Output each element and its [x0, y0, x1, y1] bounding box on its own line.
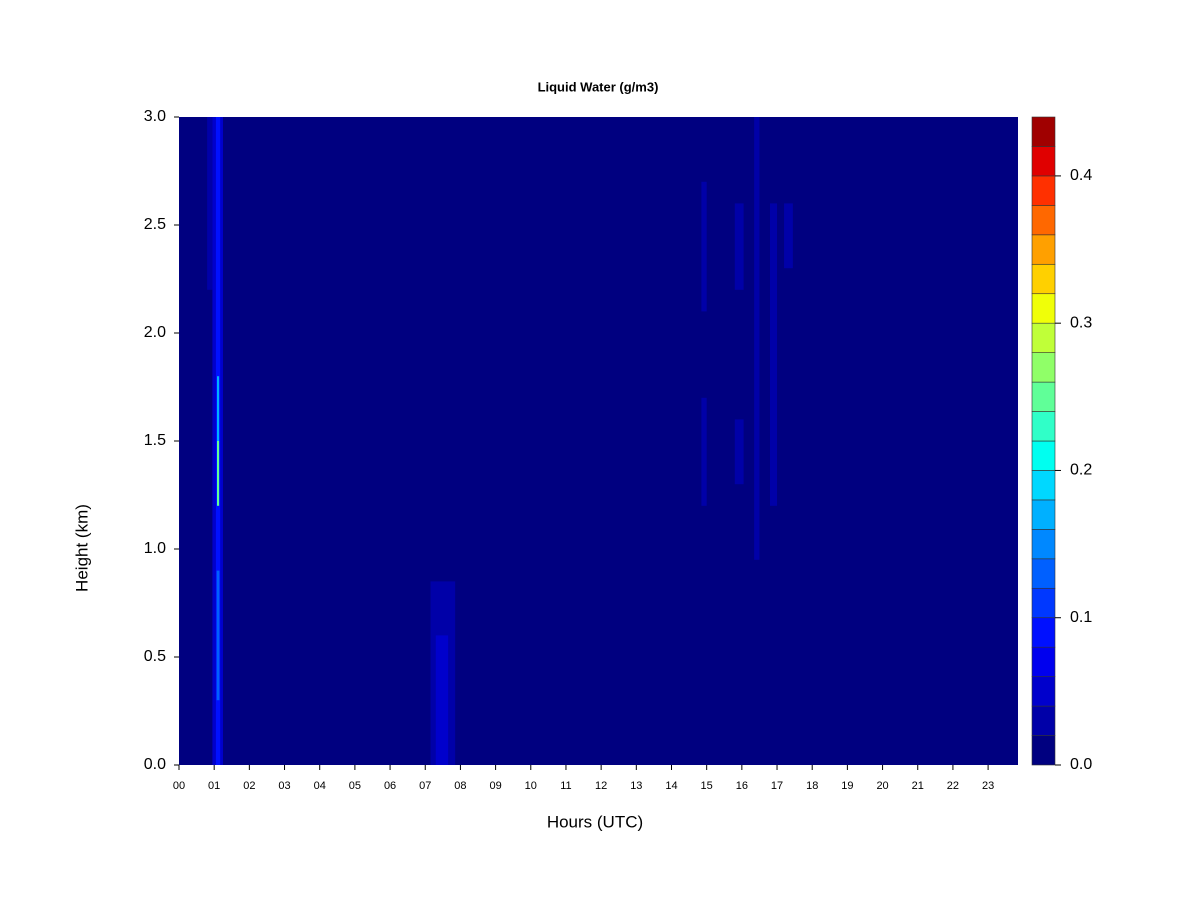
colorbar-band — [1031, 352, 1056, 383]
colorbar-band — [1031, 676, 1056, 707]
heatmap-cell — [179, 117, 1018, 765]
colorbar-band — [1031, 116, 1056, 147]
colorbar-band — [1031, 381, 1056, 412]
y-tick-label: 0.0 — [144, 756, 166, 773]
heatmap-cell — [754, 117, 760, 560]
x-tick-label: 22 — [947, 780, 959, 792]
colorbar-band — [1031, 558, 1056, 589]
colorbar-band — [1031, 440, 1056, 471]
heatmap-cell — [216, 441, 220, 506]
heatmap-cell — [701, 397, 707, 506]
y-axis-label: Height (km) — [72, 504, 91, 592]
y-tick-label: 2.0 — [144, 324, 166, 341]
x-tick-label: 23 — [982, 780, 994, 792]
x-tick-label: 04 — [314, 780, 326, 792]
x-tick-label: 00 — [173, 780, 185, 792]
x-tick-label: 01 — [208, 780, 220, 792]
chart-title: Liquid Water (g/m3) — [538, 79, 659, 94]
y-tick-label: 3.0 — [144, 108, 166, 125]
colorbar-tick-label: 0.4 — [1070, 167, 1092, 184]
heatmap-cell — [216, 570, 220, 701]
heatmap-cell — [734, 203, 744, 290]
colorbar-band — [1031, 735, 1056, 766]
colorbar-band — [1031, 617, 1056, 648]
y-tick-label: 1.0 — [144, 540, 166, 557]
colorbar-band — [1031, 470, 1056, 501]
colorbar-band — [1031, 705, 1056, 736]
x-tick-label: 18 — [806, 780, 818, 792]
colorbar-band — [1031, 646, 1056, 677]
heatmap-cell — [435, 635, 449, 765]
heatmap-cell — [769, 203, 778, 506]
colorbar-band — [1031, 529, 1056, 560]
x-tick-label: 02 — [243, 780, 255, 792]
x-tick-label: 06 — [384, 780, 396, 792]
heatmap-cell — [216, 376, 220, 441]
x-tick-label: 16 — [736, 780, 748, 792]
x-tick-label: 17 — [771, 780, 783, 792]
x-tick-label: 03 — [278, 780, 290, 792]
colorbar-tick-label: 0.2 — [1070, 462, 1092, 479]
y-tick-label: 2.5 — [144, 216, 166, 233]
colorbar-band — [1031, 146, 1056, 177]
x-tick-label: 09 — [489, 780, 501, 792]
colorbar-tick-label: 0.3 — [1070, 314, 1092, 331]
heatmap-cell — [701, 181, 707, 312]
colorbar-band — [1031, 175, 1056, 206]
colorbar-tick-label: 0.0 — [1070, 756, 1092, 773]
x-axis-label: Hours (UTC) — [547, 812, 643, 831]
x-tick-label: 10 — [525, 780, 537, 792]
x-tick-label: 07 — [419, 780, 431, 792]
x-tick-label: 05 — [349, 780, 361, 792]
colorbar-band — [1031, 293, 1056, 324]
heatmap-cell — [734, 419, 744, 485]
x-tick-label: 11 — [560, 780, 571, 792]
colorbar-band — [1031, 322, 1056, 353]
x-tick-label: 14 — [665, 780, 677, 792]
x-tick-label: 13 — [630, 780, 642, 792]
colorbar-band — [1031, 411, 1056, 442]
x-tick-label: 12 — [595, 780, 607, 792]
colorbar-band — [1031, 234, 1056, 265]
colorbar-tick-label: 0.1 — [1070, 609, 1092, 626]
heatmap-cell — [207, 117, 213, 290]
x-tick-label: 19 — [841, 780, 853, 792]
colorbar-band — [1031, 205, 1056, 236]
y-tick-label: 0.5 — [144, 648, 166, 665]
x-tick-label: 15 — [701, 780, 713, 792]
y-tick-label: 1.5 — [144, 432, 166, 449]
x-tick-label: 21 — [912, 780, 924, 792]
x-tick-label: 08 — [454, 780, 466, 792]
heatmap-cell — [784, 203, 793, 269]
colorbar-band — [1031, 587, 1056, 619]
x-tick-label: 20 — [876, 780, 888, 792]
colorbar-band — [1031, 263, 1056, 295]
colorbar-band — [1031, 499, 1056, 530]
